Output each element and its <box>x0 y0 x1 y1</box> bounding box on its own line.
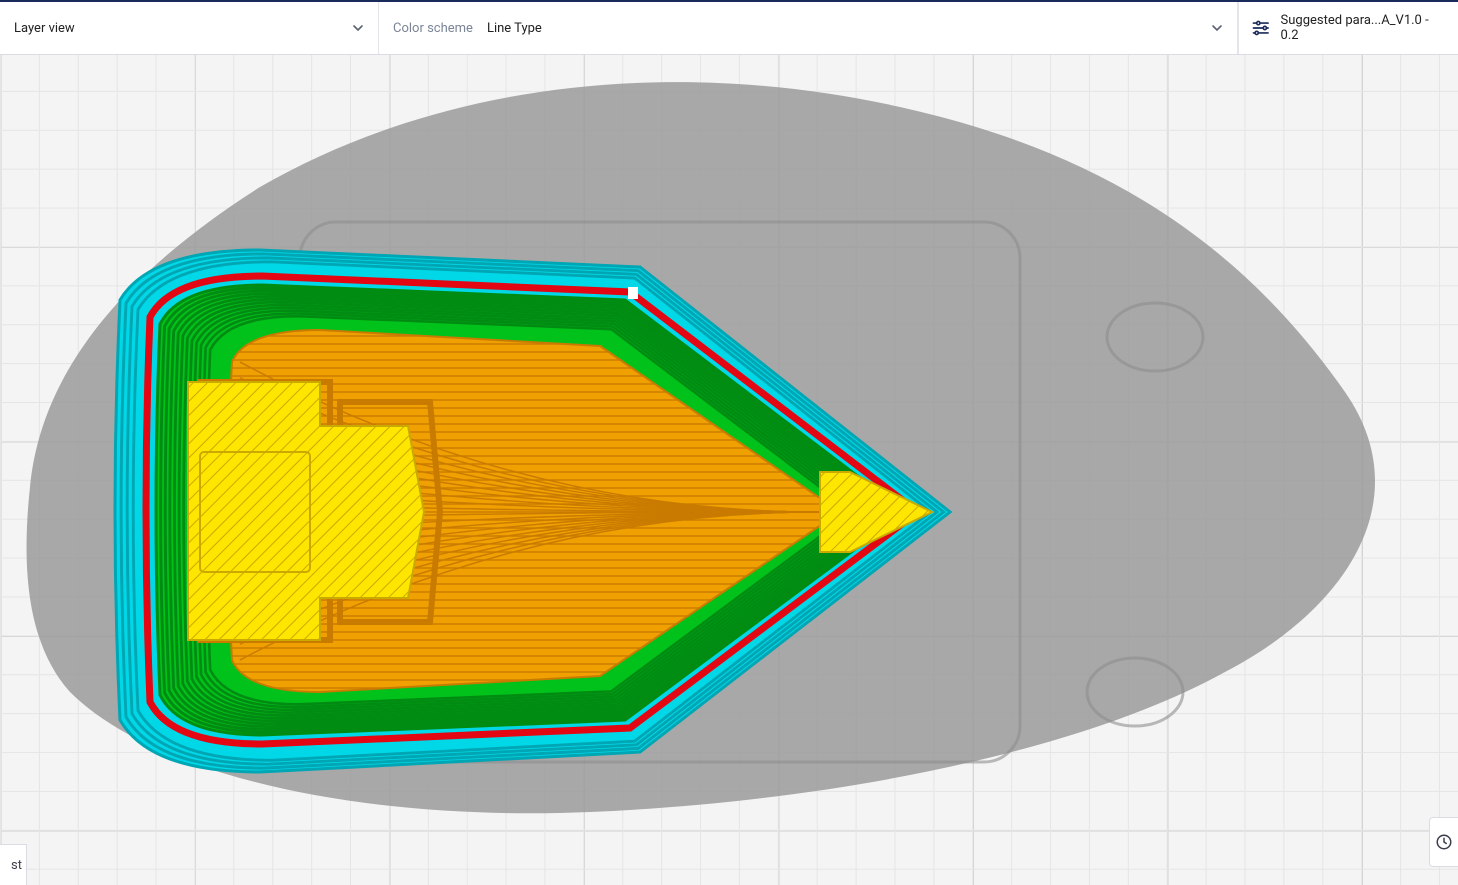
chevron-down-icon <box>352 22 364 34</box>
print-settings-label: Suggested para...A_V1.0 - 0.2 <box>1281 13 1446 43</box>
bottom-left-panel-stub[interactable]: st <box>0 844 27 885</box>
color-scheme-value: Line Type <box>487 21 542 36</box>
view-mode-dropdown[interactable]: Layer view <box>0 2 379 54</box>
clock-icon <box>1435 833 1453 851</box>
sliders-icon <box>1251 18 1271 38</box>
color-scheme-caption: Color scheme <box>393 21 473 36</box>
seam-marker <box>628 287 638 299</box>
view-mode-label: Layer view <box>14 21 75 36</box>
bottom-right-clock-stub[interactable] <box>1429 817 1458 867</box>
top-toolbar: Layer view Color scheme Line Type Sugges… <box>0 0 1458 55</box>
build-plate-viewport[interactable]: st <box>0 52 1458 885</box>
print-settings-button[interactable]: Suggested para...A_V1.0 - 0.2 <box>1238 2 1458 54</box>
bottom-left-stub-text: st <box>11 858 22 873</box>
chevron-down-icon <box>1211 22 1223 34</box>
color-scheme-dropdown[interactable]: Color scheme Line Type <box>379 2 1238 54</box>
sliced-model-render <box>0 52 1458 885</box>
